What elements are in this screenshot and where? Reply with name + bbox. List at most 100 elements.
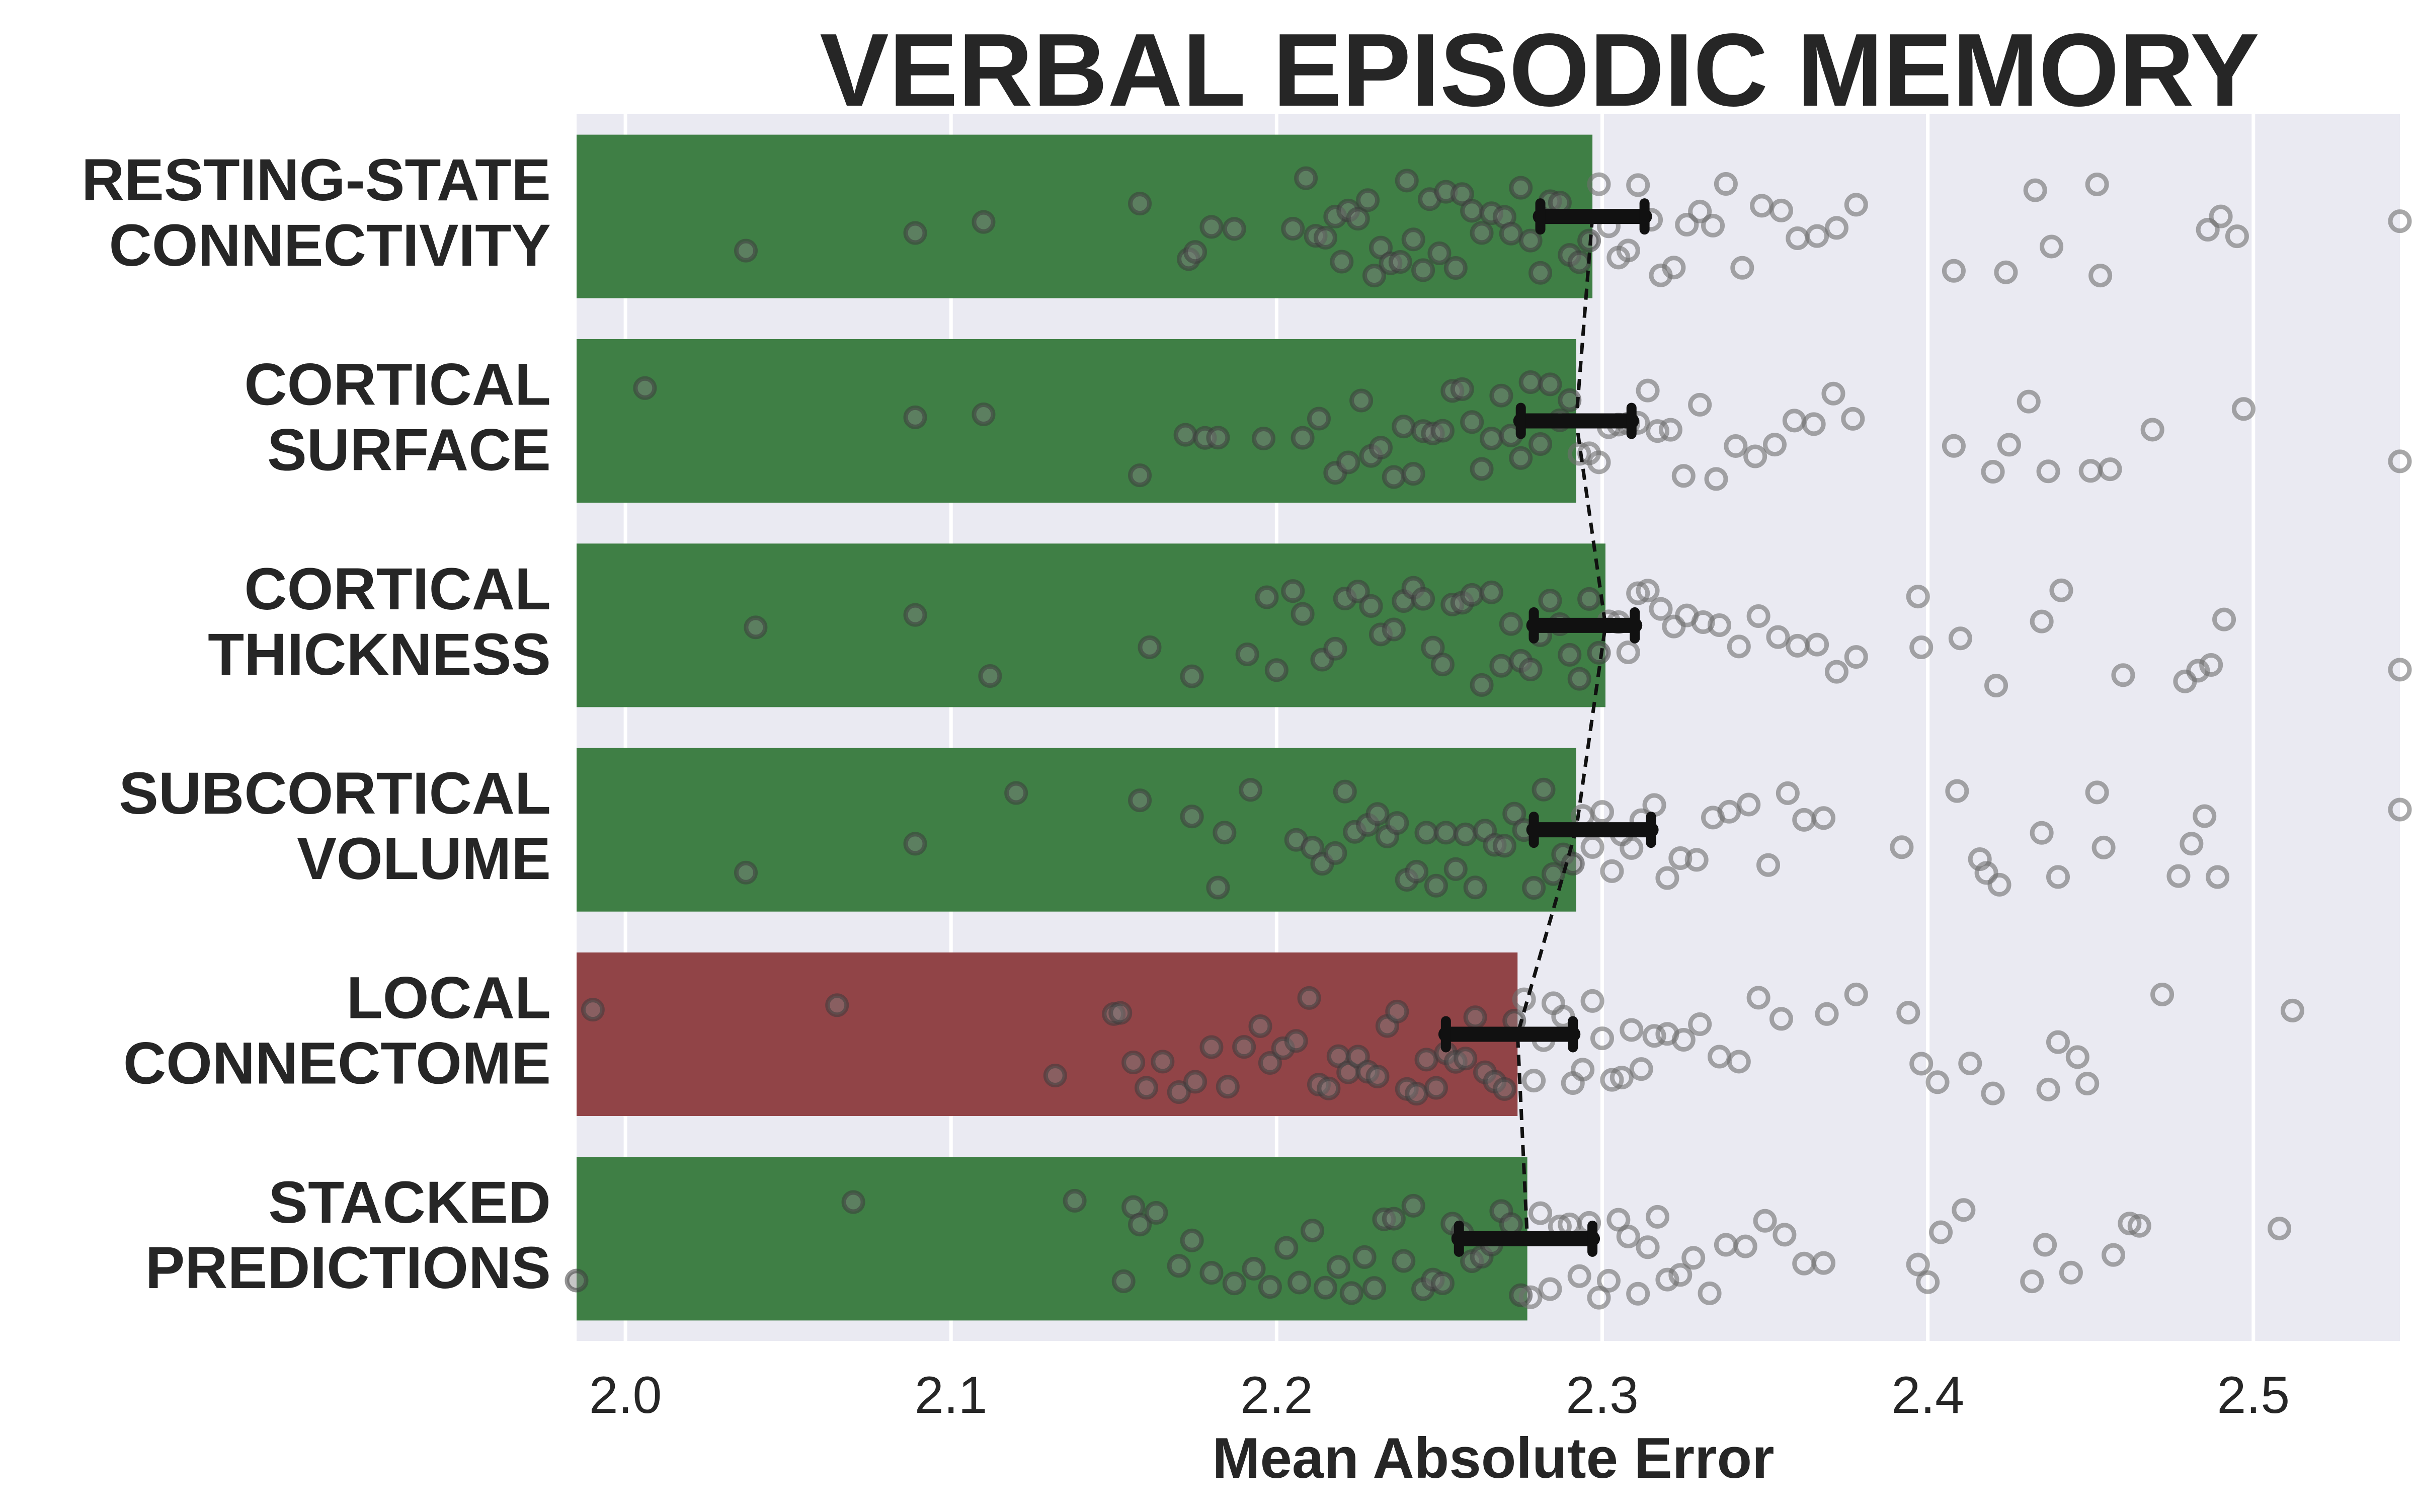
data-point [1587, 450, 1611, 474]
data-point [1909, 635, 1934, 660]
data-point [1128, 788, 1152, 813]
data-point [1294, 166, 1318, 190]
data-point [1173, 423, 1197, 447]
data-point [1636, 1235, 1660, 1259]
data-point [1206, 426, 1230, 450]
data-point [1144, 1201, 1168, 1225]
data-point [2388, 798, 2412, 822]
data-point [903, 221, 927, 245]
data-point [2388, 658, 2412, 682]
data-point [1812, 806, 1836, 830]
data-point [1356, 188, 1380, 212]
data-point [1284, 1029, 1308, 1053]
data-point [1844, 982, 1868, 1006]
data-point [1616, 238, 1640, 263]
data-point [1222, 1271, 1246, 1296]
data-point [2049, 578, 2073, 602]
data-point [1916, 1270, 1940, 1294]
data-point [1681, 1246, 1706, 1270]
data-point [1463, 876, 1487, 900]
data-point [1646, 419, 1670, 443]
data-point [1688, 199, 1712, 223]
data-point [978, 664, 1002, 688]
data-point [1984, 674, 2008, 698]
data-point [1701, 213, 1725, 237]
data-point [1382, 617, 1406, 642]
data-point [1538, 589, 1562, 613]
data-point [744, 615, 768, 640]
data-point [1382, 1207, 1406, 1231]
data-point [1906, 585, 1930, 609]
data-point [1668, 846, 1693, 870]
chart-title: VERBAL EPISODIC MEMORY [820, 12, 2259, 128]
data-point [1499, 612, 1523, 636]
data-point [1538, 372, 1562, 396]
data-point [841, 1190, 865, 1214]
data-point [1333, 779, 1357, 804]
data-point [1626, 173, 1650, 197]
x-tick-label: 2.1 [915, 1366, 988, 1424]
data-point [1688, 1012, 1712, 1036]
data-point [2085, 780, 2109, 805]
data-point [2046, 1030, 2070, 1054]
data-point [1558, 643, 1582, 667]
data-point [1821, 381, 1845, 406]
data-point [1671, 464, 1696, 488]
data-point [1411, 587, 1435, 611]
category-label-stacked: STACKED [268, 1169, 551, 1236]
data-point [1844, 645, 1868, 669]
data-point [1974, 861, 1998, 885]
data-point [1199, 1261, 1224, 1285]
data-point [1369, 436, 1393, 460]
data-point [2040, 234, 2064, 259]
data-point [1479, 580, 1503, 604]
data-point [1414, 821, 1438, 845]
data-point [1746, 986, 1770, 1010]
data-point [1434, 821, 1458, 845]
data-point [1108, 1001, 1133, 1025]
data-point [1199, 1035, 1224, 1059]
category-label-rsc: RESTING-STATE [82, 147, 551, 213]
data-point [2388, 209, 2412, 233]
data-point [1405, 1082, 1429, 1106]
data-point [1430, 653, 1455, 677]
data-point [1626, 1282, 1650, 1306]
mean-connecting-line [1515, 216, 1607, 1239]
data-point [1522, 1069, 1546, 1093]
data-point [1580, 989, 1604, 1013]
data-point [1528, 261, 1553, 285]
data-point [2196, 217, 2220, 242]
data-point [1987, 872, 2011, 897]
data-point [1776, 781, 1800, 805]
data-point [1167, 1080, 1191, 1104]
data-point [2065, 1045, 2089, 1069]
data-point [1587, 172, 1611, 196]
data-point [1509, 446, 1533, 470]
data-point [972, 210, 996, 234]
data-point [1538, 1277, 1562, 1301]
data-point [1411, 258, 1435, 282]
data-point [2388, 449, 2412, 473]
data-point [2280, 998, 2304, 1022]
data-point [1138, 635, 1162, 659]
data-point [1281, 217, 1305, 241]
data-point [1111, 1269, 1136, 1293]
data-point [1346, 207, 1370, 231]
data-point [2036, 459, 2060, 484]
data-point [1981, 459, 2005, 484]
data-point [1180, 1228, 1204, 1252]
data-point [1567, 250, 1591, 274]
data-point [1385, 811, 1409, 835]
data-point [1392, 415, 1416, 439]
data-point [1994, 260, 2018, 284]
data-point [1151, 1050, 1175, 1074]
data-point [1365, 1064, 1390, 1088]
data-point [1043, 1064, 1067, 1088]
data-point [1762, 433, 1787, 457]
data-point [1773, 1223, 1797, 1247]
data-point [1128, 192, 1152, 216]
data-point [1942, 259, 1966, 283]
data-point [1479, 427, 1503, 451]
data-point [1620, 1018, 1644, 1042]
data-point [1580, 835, 1604, 859]
